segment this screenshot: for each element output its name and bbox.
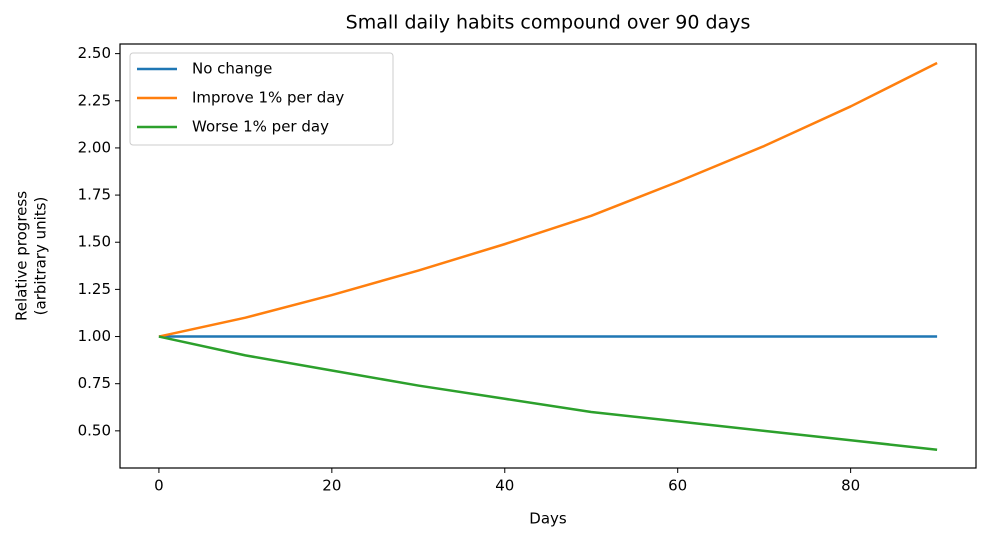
legend-label: No change — [192, 60, 272, 78]
y-tick-label: 2.50 — [78, 44, 111, 62]
y-tick-label: 1.25 — [78, 280, 111, 298]
legend-box — [129, 52, 394, 146]
x-tick-label: 0 — [154, 477, 164, 495]
x-tick-label: 40 — [495, 477, 514, 495]
legend-label: Worse 1% per day — [192, 118, 329, 136]
y-tick-label: 1.50 — [78, 233, 111, 251]
data-line — [158, 335, 938, 451]
x-tick-label: 80 — [841, 477, 860, 495]
y-axis-label: (arbitrary units) — [32, 197, 50, 316]
x-tick-label: 60 — [668, 477, 687, 495]
y-tick-label: 2.25 — [78, 91, 111, 109]
x-axis-label: Days — [529, 510, 567, 528]
y-tick-label: 1.75 — [78, 186, 111, 204]
legend-label: Improve 1% per day — [192, 89, 344, 107]
y-tick-label: 1.00 — [78, 327, 111, 345]
data-line — [158, 61, 938, 338]
x-tick-label: 20 — [322, 477, 341, 495]
y-tick-label: 2.00 — [78, 138, 111, 156]
y-axis-label: Relative progress — [13, 191, 31, 321]
chart-title: Small daily habits compound over 90 days — [346, 12, 751, 34]
plot-frame — [119, 43, 977, 469]
y-tick-label: 0.75 — [78, 374, 111, 392]
y-tick-label: 0.50 — [78, 421, 111, 439]
